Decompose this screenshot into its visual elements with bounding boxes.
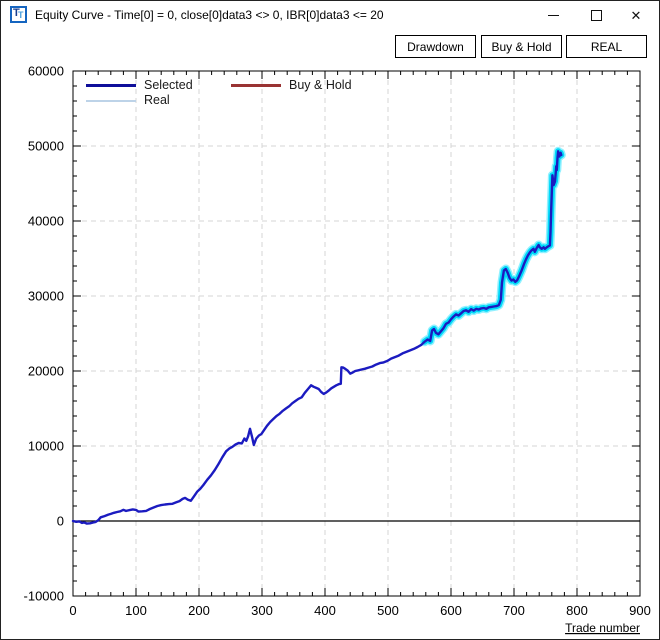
minimize-icon <box>547 14 559 16</box>
plot-border <box>72 70 641 597</box>
x-tick-label: 600 <box>440 603 462 618</box>
y-tick-label: 40000 <box>28 214 64 229</box>
x-tick-label: 800 <box>566 603 588 618</box>
x-tick-label: 400 <box>314 603 336 618</box>
y-tick-label: 60000 <box>28 64 64 79</box>
x-tick-label: 200 <box>188 603 210 618</box>
y-tick-label: -10000 <box>24 589 64 604</box>
drawdown-button[interactable]: Drawdown <box>395 35 476 58</box>
legend-real-label: Real <box>144 93 170 107</box>
x-tick-label: 100 <box>125 603 147 618</box>
title-bar: T T Equity Curve - Time[0] = 0, close[0]… <box>1 1 659 29</box>
legend-selected-label: Selected <box>144 78 193 92</box>
y-tick-label: 50000 <box>28 139 64 154</box>
y-tick-label: 30000 <box>28 289 64 304</box>
x-tick-label: 900 <box>629 603 651 618</box>
legend-buyhold-label: Buy & Hold <box>289 78 352 92</box>
x-tick-label: 500 <box>377 603 399 618</box>
x-tick-label: 300 <box>251 603 273 618</box>
maximize-button[interactable] <box>576 1 616 29</box>
x-tick-label: 700 <box>503 603 525 618</box>
selected-series-line <box>71 150 563 525</box>
minimize-button[interactable] <box>533 1 573 29</box>
buy-and-hold-button[interactable]: Buy & Hold <box>481 35 562 58</box>
x-tick-label: 0 <box>69 603 76 618</box>
app-icon-letter-big: T <box>13 7 20 19</box>
app-icon: T T <box>10 6 27 23</box>
maximize-icon <box>590 9 602 21</box>
window-title: Equity Curve - Time[0] = 0, close[0]data… <box>35 8 384 22</box>
y-tick-label: 20000 <box>28 364 64 379</box>
close-icon: ✕ <box>630 7 642 23</box>
close-button[interactable]: ✕ <box>616 1 656 29</box>
legend-buyhold-line <box>231 84 281 87</box>
real-button[interactable]: REAL <box>566 35 647 58</box>
x-axis-title: Trade number <box>565 621 640 635</box>
legend-real-line <box>86 100 136 102</box>
y-tick-label: 10000 <box>28 439 64 454</box>
toolbar: Drawdown Buy & Hold REAL <box>1 35 659 58</box>
y-tick-label: 0 <box>57 514 64 529</box>
app-icon-letter-small: T <box>18 10 24 20</box>
legend-selected-line <box>86 84 136 87</box>
